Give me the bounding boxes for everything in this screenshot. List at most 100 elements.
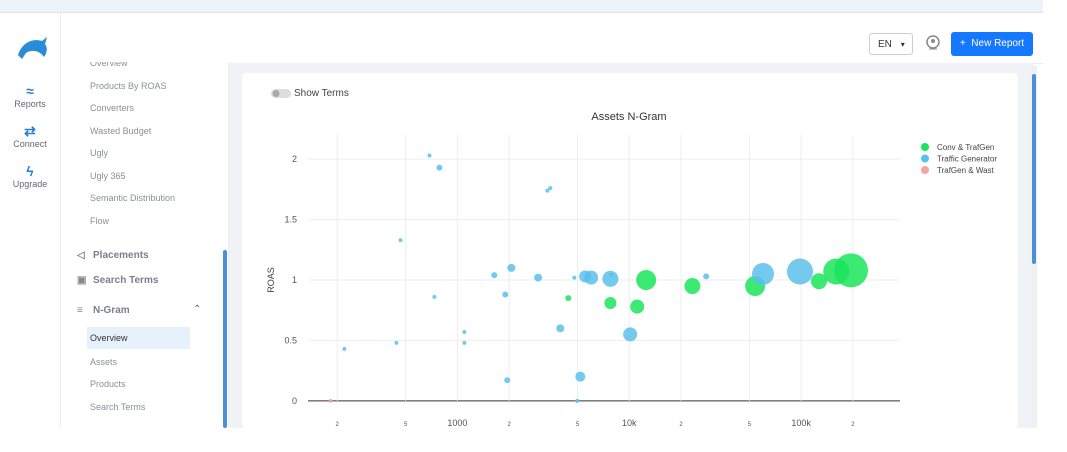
bubble: [575, 371, 586, 382]
menu-section[interactable]: ▣ Search Terms: [77, 275, 158, 286]
x-tick-label: 5: [576, 422, 580, 428]
icon-rail: ≈ Reports ⇄ Connect ϟ Upgrade: [0, 13, 61, 428]
menu-section[interactable]: ≡ N-Gram: [77, 305, 130, 316]
bubble: [630, 299, 645, 314]
submenu-item[interactable]: Overview: [87, 327, 190, 349]
legend-label: Traffic Generator: [937, 155, 997, 164]
menu-item[interactable]: Wasted Budget: [90, 126, 151, 136]
icon: ◁: [77, 250, 85, 261]
browser-strip: [0, 0, 1043, 13]
language: EN: [878, 39, 892, 50]
bubble: [810, 273, 827, 290]
bubble: [504, 377, 511, 384]
toggle[interactable]: [270, 88, 294, 100]
y-tick-label: 0: [292, 396, 297, 406]
x-tick-label: 2: [679, 422, 683, 428]
collapse-caret[interactable]: ⌃: [193, 304, 202, 315]
label: Flow: [90, 215, 110, 226]
label: Placements: [93, 250, 149, 261]
bubble: [462, 340, 467, 345]
scroll-thumb: [1032, 74, 1036, 264]
nav-label: Upgrade: [12, 179, 48, 189]
menu-item[interactable]: Overview: [90, 62, 128, 68]
bubble: [752, 262, 775, 285]
label: Assets: [90, 356, 118, 367]
submenu-item[interactable]: Products: [90, 379, 126, 389]
bubble: [584, 270, 599, 285]
bubble: [491, 272, 498, 279]
x-tick-label: 2: [336, 422, 340, 428]
menu-item[interactable]: Ugly 365: [90, 171, 126, 181]
bubble: [609, 273, 614, 278]
x-tick-label: 10k: [622, 418, 637, 428]
menu-item[interactable]: Semantic Distribution: [90, 193, 175, 203]
x-tick-label: 5: [404, 422, 408, 428]
toggle-label: Show Terms: [294, 88, 349, 99]
bubble: [787, 258, 814, 285]
bubble: [548, 186, 553, 191]
label: Search Terms: [90, 401, 146, 412]
bubble: [623, 327, 638, 342]
bubble: [436, 164, 443, 171]
bubble: [427, 153, 432, 158]
bubble: [833, 253, 868, 288]
nav-upgrade[interactable]: ϟ Upgrade: [12, 163, 48, 189]
icon: ≡: [77, 305, 83, 316]
button-label: New Report: [971, 38, 1025, 49]
menu-scroll-thumb: [223, 250, 227, 428]
bubble: [507, 263, 516, 272]
label: Ugly: [90, 148, 109, 158]
submenu-item[interactable]: Search Terms: [90, 402, 145, 412]
menu-item[interactable]: Ugly: [90, 148, 108, 158]
legend-swatch: [921, 143, 929, 151]
legend-label: Conv & TrafGen: [937, 143, 994, 152]
bubble: [572, 275, 577, 280]
new-report-button[interactable]: + New Report: [951, 32, 1033, 56]
menu-item[interactable]: Converters: [90, 103, 134, 113]
bubble: [328, 398, 333, 403]
menu-item[interactable]: Flow: [90, 216, 109, 226]
label: Converters: [90, 103, 135, 113]
x-tick-label: 5: [748, 422, 752, 428]
label: Overview: [90, 333, 128, 343]
submenu-item[interactable]: Assets: [90, 357, 117, 367]
logo: [18, 37, 47, 59]
label: Search Terms: [93, 275, 159, 286]
label: Wasted Budget: [90, 125, 152, 136]
language-select[interactable]: EN ▾: [869, 33, 913, 55]
legend-swatch: [921, 166, 929, 174]
x-tick-label: 2: [851, 422, 855, 428]
bubble: [342, 346, 347, 351]
bubble: [556, 324, 565, 333]
label: Overview: [90, 62, 128, 68]
label: Ugly 365: [90, 170, 126, 181]
nav-connect[interactable]: ⇄ Connect: [13, 123, 47, 149]
label: N-Gram: [93, 305, 130, 316]
menu-section[interactable]: ◁ Placements: [77, 250, 149, 261]
label: Products By ROAS: [90, 80, 167, 91]
bubble: [394, 340, 399, 345]
bubble: [636, 270, 657, 290]
nav-label: Connect: [13, 139, 47, 149]
bubble: [575, 398, 580, 403]
bubble: [462, 329, 467, 334]
bubble: [502, 291, 509, 298]
chart-title: Assets N-Gram: [591, 111, 666, 123]
bubble: [684, 278, 701, 295]
y-tick-label: 2: [292, 154, 297, 164]
y-axis-label: ROAS: [266, 267, 276, 293]
menu-item[interactable]: Products By ROAS: [90, 81, 167, 91]
nav-reports[interactable]: ≈ Reports: [14, 83, 46, 109]
y-tick-label: 1.5: [284, 215, 297, 225]
chart: Assets N-Gram ROAS 0 0.5 1 1.5 2 2 5 1000 2 5 10k 2 5 1…: [266, 111, 997, 428]
x-tick-label: 100k: [791, 418, 811, 428]
menu: Overview Products By ROAS Converters Wasted…: [61, 62, 229, 428]
bubble: [602, 270, 619, 287]
x-tick-label: 1000: [447, 418, 467, 428]
chart-card: Show Terms: [242, 73, 1018, 428]
legend-label: TrafGen & Wast: [937, 166, 995, 175]
nav-label: Reports: [14, 99, 46, 109]
location-icon[interactable]: [924, 34, 942, 52]
bubble: [534, 273, 543, 282]
